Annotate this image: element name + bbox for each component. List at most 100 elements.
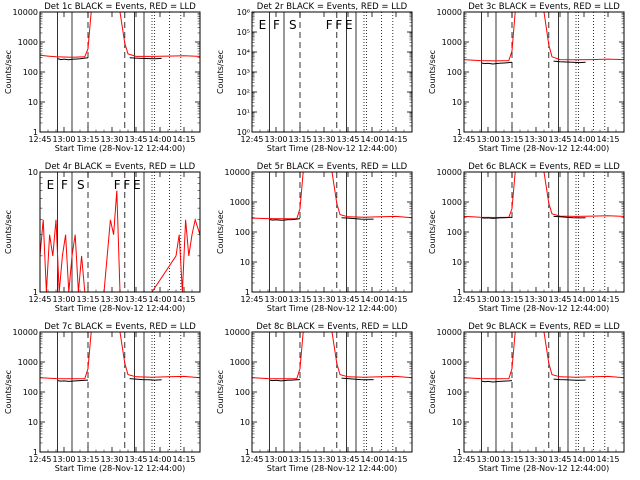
x-axis-label: Start Time (28-Nov-12 12:44:00) — [267, 144, 397, 153]
x-tick-label: 14:15 — [384, 295, 407, 304]
y-tick-label: 10 — [28, 98, 38, 107]
y-tick-label: 100 — [447, 228, 462, 237]
x-tick-label: 14:00 — [572, 295, 595, 304]
plot-frame — [463, 331, 625, 453]
x-tick-label: 14:15 — [384, 455, 407, 464]
y-tick-label: 10³ — [237, 68, 250, 77]
lld-series-line — [40, 190, 200, 292]
x-tick-label: 13:00 — [52, 455, 75, 464]
panel-title: Det 8c BLACK = Events, RED = LLD — [256, 322, 408, 332]
y-tick-label: 100 — [235, 388, 250, 397]
x-tick-label: 13:45 — [124, 455, 147, 464]
events-series-line — [341, 377, 374, 381]
panel-series — [40, 190, 200, 292]
events-series-line — [553, 215, 586, 219]
panel-1: Det 1c BLACK = Events, RED = LLD 1 10 100 10… — [4, 2, 201, 153]
x-axis-label: Start Time (28-Nov-12 12:44:00) — [55, 464, 185, 473]
y-tick-label: 100 — [23, 68, 38, 77]
y-axis-label: Counts/sec — [216, 210, 225, 254]
time-marker-label: E — [345, 18, 353, 32]
panel-title: Det 9c BLACK = Events, RED = LLD — [468, 322, 620, 332]
x-tick-label: 13:15 — [76, 295, 99, 304]
y-tick-label: 100 — [447, 68, 462, 77]
x-axis-label: Start Time (28-Nov-12 12:44:00) — [55, 144, 185, 153]
lld-series-line — [252, 332, 412, 380]
x-tick-label: 13:30 — [312, 295, 335, 304]
panel-title: Det 2r BLACK = Events, RED = LLD — [257, 2, 408, 12]
x-tick-label: 14:00 — [148, 295, 171, 304]
x-tick-label: 13:45 — [336, 135, 359, 144]
x-tick-label: 13:45 — [124, 295, 147, 304]
events-series-line — [341, 217, 374, 220]
panel-3: Det 3c BLACK = Events, RED = LLD 1 10 100 10… — [428, 2, 625, 153]
x-tick-label: 14:00 — [360, 135, 383, 144]
x-axis-label: Start Time (28-Nov-12 12:44:00) — [55, 304, 185, 313]
y-tick-label: 1000 — [442, 358, 462, 367]
panel-series — [464, 172, 624, 219]
panel-5: Det 5r BLACK = Events, RED = LLD 1 10 100 10… — [216, 162, 413, 313]
x-tick-label: 13:45 — [336, 295, 359, 304]
y-axis-label: Counts/sec — [4, 210, 13, 254]
x-tick-label: 13:15 — [288, 295, 311, 304]
y-tick-label: 10⁶ — [237, 8, 250, 17]
panel-series — [464, 332, 624, 383]
x-tick-label: 13:00 — [476, 455, 499, 464]
events-series-line — [269, 218, 301, 221]
x-tick-label: 13:00 — [264, 455, 287, 464]
lld-series-line — [464, 12, 624, 62]
y-tick-label: 10000 — [13, 8, 38, 17]
plot-frame — [463, 11, 625, 133]
x-tick-label: 12:45 — [452, 455, 475, 464]
lld-series-line — [464, 172, 624, 219]
panel-6: Det 6c BLACK = Events, RED = LLD 1 10 100 10… — [428, 162, 625, 313]
x-tick-label: 12:45 — [28, 295, 51, 304]
y-tick-label: 10⁵ — [237, 28, 250, 37]
x-tick-label: 13:15 — [288, 455, 311, 464]
y-tick-label: 10000 — [437, 328, 462, 337]
x-axis-label: Start Time (28-Nov-12 12:44:00) — [479, 304, 609, 313]
x-tick-label: 14:15 — [596, 295, 619, 304]
lld-series-line — [40, 12, 200, 58]
x-tick-label: 13:30 — [100, 135, 123, 144]
y-tick-label: 10 — [452, 98, 462, 107]
x-tick-label: 13:15 — [500, 295, 523, 304]
x-tick-label: 12:45 — [28, 135, 51, 144]
x-tick-label: 12:45 — [452, 295, 475, 304]
x-tick-label: 14:15 — [596, 135, 619, 144]
x-tick-label: 13:30 — [524, 455, 547, 464]
panel-9: Det 9c BLACK = Events, RED = LLD 1 10 100 10… — [428, 322, 625, 473]
y-tick-label: 10000 — [437, 8, 462, 17]
y-tick-label: 10⁰ — [237, 128, 250, 137]
y-axis-label: Counts/sec — [428, 50, 437, 94]
x-axis-label: Start Time (28-Nov-12 12:44:00) — [479, 144, 609, 153]
panel-series — [40, 12, 200, 61]
x-tick-label: 12:45 — [452, 135, 475, 144]
x-tick-label: 14:00 — [148, 135, 171, 144]
x-tick-label: 14:00 — [572, 455, 595, 464]
panel-series — [40, 332, 200, 382]
x-tick-label: 14:00 — [360, 455, 383, 464]
time-marker-label: F — [273, 18, 280, 32]
y-axis-label: Counts/sec — [428, 370, 437, 414]
y-axis-label: Counts/sec — [4, 370, 13, 414]
y-tick-label: 1 — [33, 288, 38, 297]
x-tick-label: 13:00 — [52, 295, 75, 304]
y-tick-label: 1 — [33, 448, 38, 457]
x-tick-label: 13:30 — [312, 135, 335, 144]
y-tick-label: 1 — [457, 128, 462, 137]
y-tick-label: 1 — [245, 288, 250, 297]
x-tick-label: 13:15 — [76, 455, 99, 464]
y-tick-label: 10 — [240, 258, 250, 267]
plot-frame — [463, 171, 625, 293]
x-tick-label: 14:00 — [148, 455, 171, 464]
y-tick-label: 1000 — [18, 38, 38, 47]
events-series-line — [481, 216, 513, 219]
y-tick-label: 10 — [28, 418, 38, 427]
y-tick-label: 10 — [240, 418, 250, 427]
x-tick-label: 13:30 — [100, 455, 123, 464]
time-marker-label: E — [47, 178, 55, 192]
lld-series-line — [464, 332, 624, 380]
x-tick-label: 14:15 — [596, 455, 619, 464]
time-marker-label: F — [326, 18, 333, 32]
x-tick-label: 12:45 — [240, 455, 263, 464]
